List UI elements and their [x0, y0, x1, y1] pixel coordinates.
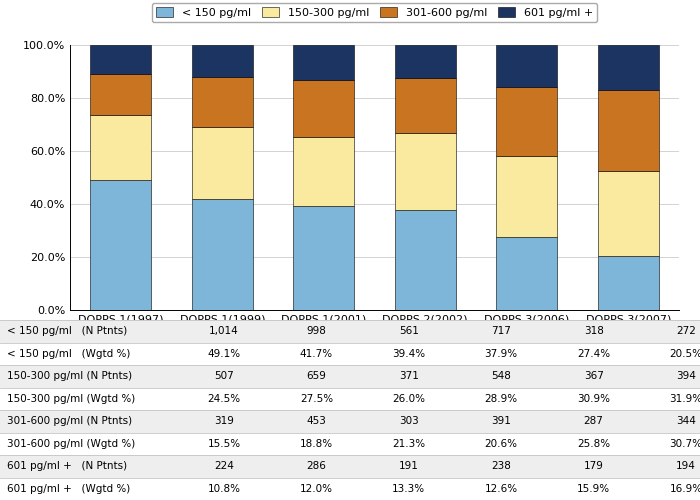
Text: 25.8%: 25.8%: [577, 439, 610, 449]
Text: 238: 238: [491, 461, 511, 471]
Text: 224: 224: [214, 461, 234, 471]
Text: 319: 319: [214, 416, 234, 426]
Text: 20.6%: 20.6%: [484, 439, 518, 449]
Text: 601 pg/ml +   (Wgtd %): 601 pg/ml + (Wgtd %): [7, 484, 130, 494]
Text: 12.6%: 12.6%: [484, 484, 518, 494]
Bar: [598, 90, 659, 171]
Bar: [598, 45, 659, 90]
Text: 371: 371: [399, 371, 419, 381]
Bar: [0, 320, 700, 342]
Text: 301-600 pg/ml (N Ptnts): 301-600 pg/ml (N Ptnts): [7, 416, 132, 426]
Text: 344: 344: [676, 416, 696, 426]
Bar: [496, 87, 557, 156]
Text: 27.5%: 27.5%: [300, 394, 333, 404]
Text: < 150 pg/ml   (N Ptnts): < 150 pg/ml (N Ptnts): [7, 326, 127, 336]
Bar: [192, 77, 253, 126]
Bar: [0, 432, 700, 455]
Bar: [496, 238, 557, 310]
Bar: [192, 45, 253, 77]
Text: 10.8%: 10.8%: [207, 484, 241, 494]
Text: 150-300 pg/ml (Wgtd %): 150-300 pg/ml (Wgtd %): [7, 394, 135, 404]
Text: 31.9%: 31.9%: [669, 394, 700, 404]
Text: 318: 318: [584, 326, 603, 336]
Text: 49.1%: 49.1%: [207, 349, 241, 359]
Bar: [90, 180, 151, 310]
Bar: [598, 171, 659, 256]
Bar: [395, 133, 456, 210]
Text: 717: 717: [491, 326, 511, 336]
Bar: [0, 365, 700, 388]
Bar: [192, 200, 253, 310]
Text: 601 pg/ml +   (N Ptnts): 601 pg/ml + (N Ptnts): [7, 461, 127, 471]
Text: 303: 303: [399, 416, 419, 426]
Text: 272: 272: [676, 326, 696, 336]
Bar: [395, 78, 456, 133]
Bar: [496, 45, 557, 87]
Bar: [90, 46, 151, 74]
Text: 13.3%: 13.3%: [392, 484, 426, 494]
Text: 26.0%: 26.0%: [392, 394, 426, 404]
Text: 30.9%: 30.9%: [577, 394, 610, 404]
Text: 41.7%: 41.7%: [300, 349, 333, 359]
Text: 150-300 pg/ml (N Ptnts): 150-300 pg/ml (N Ptnts): [7, 371, 132, 381]
Text: 12.0%: 12.0%: [300, 484, 333, 494]
Text: 37.9%: 37.9%: [484, 349, 518, 359]
Bar: [0, 455, 700, 477]
Bar: [293, 206, 354, 310]
Text: 659: 659: [307, 371, 326, 381]
Text: 179: 179: [584, 461, 603, 471]
Text: 15.5%: 15.5%: [207, 439, 241, 449]
Bar: [90, 115, 151, 180]
Text: 507: 507: [214, 371, 234, 381]
Bar: [90, 74, 151, 115]
Text: 287: 287: [584, 416, 603, 426]
Text: 367: 367: [584, 371, 603, 381]
Text: 21.3%: 21.3%: [392, 439, 426, 449]
Bar: [192, 126, 253, 200]
Text: 548: 548: [491, 371, 511, 381]
Bar: [496, 156, 557, 238]
Bar: [0, 342, 700, 365]
Text: 27.4%: 27.4%: [577, 349, 610, 359]
Text: 16.9%: 16.9%: [669, 484, 700, 494]
Bar: [0, 388, 700, 410]
Bar: [598, 256, 659, 310]
Text: 394: 394: [676, 371, 696, 381]
Bar: [293, 45, 354, 80]
Text: 15.9%: 15.9%: [577, 484, 610, 494]
Text: 30.7%: 30.7%: [669, 439, 700, 449]
Text: 24.5%: 24.5%: [207, 394, 241, 404]
Bar: [293, 80, 354, 136]
Text: 286: 286: [307, 461, 326, 471]
Text: 453: 453: [307, 416, 326, 426]
Text: 28.9%: 28.9%: [484, 394, 518, 404]
Bar: [0, 478, 700, 500]
Bar: [0, 410, 700, 432]
Text: 194: 194: [676, 461, 696, 471]
Text: 998: 998: [307, 326, 326, 336]
Text: 391: 391: [491, 416, 511, 426]
Text: 39.4%: 39.4%: [392, 349, 426, 359]
Bar: [293, 136, 354, 205]
Text: 191: 191: [399, 461, 419, 471]
Text: 18.8%: 18.8%: [300, 439, 333, 449]
Text: 1,014: 1,014: [209, 326, 239, 336]
Text: 301-600 pg/ml (Wgtd %): 301-600 pg/ml (Wgtd %): [7, 439, 135, 449]
Text: < 150 pg/ml   (Wgtd %): < 150 pg/ml (Wgtd %): [7, 349, 130, 359]
Text: 561: 561: [399, 326, 419, 336]
Bar: [395, 45, 456, 78]
Legend: < 150 pg/ml, 150-300 pg/ml, 301-600 pg/ml, 601 pg/ml +: < 150 pg/ml, 150-300 pg/ml, 301-600 pg/m…: [152, 3, 597, 22]
Bar: [395, 210, 456, 310]
Text: 20.5%: 20.5%: [669, 349, 700, 359]
